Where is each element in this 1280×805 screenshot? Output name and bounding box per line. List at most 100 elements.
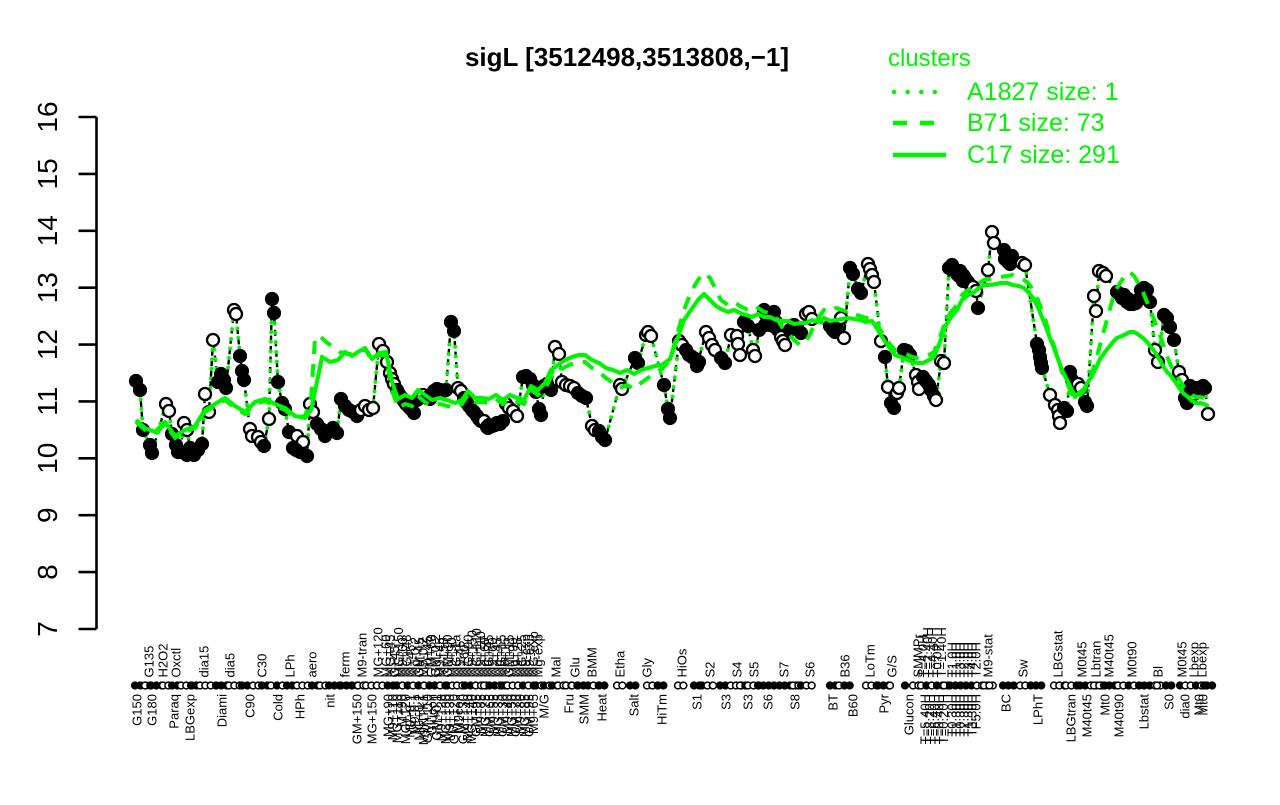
svg-text:T=2.40H: T=2.40H bbox=[920, 627, 935, 677]
svg-text:Mg+45: Mg+45 bbox=[489, 637, 504, 677]
svg-text:GM+0.1: GM+0.1 bbox=[429, 694, 444, 741]
svg-text:B71 size: 73: B71 size: 73 bbox=[967, 109, 1105, 137]
svg-text:M40t90: M40t90 bbox=[1112, 694, 1127, 737]
svg-text:T=5.40H: T=5.40H bbox=[918, 694, 933, 744]
svg-text:10: 10 bbox=[32, 443, 63, 474]
svg-text:nit: nit bbox=[323, 694, 338, 708]
svg-text:MG+90: MG+90 bbox=[461, 635, 476, 678]
svg-text:MG+85: MG+85 bbox=[517, 694, 532, 737]
svg-text:GM+150: GM+150 bbox=[350, 694, 365, 744]
svg-text:MG+25: MG+25 bbox=[514, 635, 529, 678]
svg-text:M9+60: M9+60 bbox=[395, 637, 410, 677]
svg-text:T=4.0H: T=4.0H bbox=[916, 635, 931, 678]
svg-text:15: 15 bbox=[32, 158, 63, 189]
svg-text:MG+120: MG+120 bbox=[398, 694, 413, 744]
svg-text:M9+120: M9+120 bbox=[433, 694, 448, 741]
svg-text:Gly: Gly bbox=[640, 658, 655, 678]
svg-text:Lbstat: Lbstat bbox=[1137, 694, 1152, 730]
svg-text:T2.30H: T2.30H bbox=[957, 694, 972, 737]
svg-text:HiTm: HiTm bbox=[655, 694, 670, 725]
svg-text:MG+140: MG+140 bbox=[464, 694, 479, 744]
svg-text:GM+30: GM+30 bbox=[495, 694, 510, 737]
svg-text:S8: S8 bbox=[788, 694, 803, 710]
svg-text:C90: C90 bbox=[243, 694, 258, 718]
svg-text:MG+60: MG+60 bbox=[379, 635, 394, 678]
svg-text:T3.0H: T3.0H bbox=[961, 642, 976, 677]
svg-text:M9+55: M9+55 bbox=[486, 694, 501, 734]
svg-text:G/S: G/S bbox=[885, 655, 900, 678]
svg-text:MG+0.2: MG+0.2 bbox=[411, 694, 426, 741]
svg-text:M0t90: M0t90 bbox=[1125, 641, 1140, 677]
svg-text:Mt0: Mt0 bbox=[1192, 694, 1207, 716]
svg-text:M0t45: M0t45 bbox=[1175, 641, 1190, 677]
svg-text:Glucon: Glucon bbox=[902, 694, 917, 735]
svg-text:GM+95: GM+95 bbox=[521, 694, 536, 737]
svg-text:M+150: M+150 bbox=[436, 637, 451, 677]
svg-text:8: 8 bbox=[32, 564, 63, 580]
svg-text:M0t45: M0t45 bbox=[1075, 641, 1090, 677]
svg-text:dia5: dia5 bbox=[223, 653, 238, 678]
svg-text:MG+75: MG+75 bbox=[477, 694, 492, 737]
svg-text:M9+150: M9+150 bbox=[465, 630, 480, 677]
svg-text:T=8.20H: T=8.20H bbox=[922, 694, 937, 744]
svg-text:M9+80: M9+80 bbox=[513, 694, 528, 734]
svg-text:S0: S0 bbox=[1162, 694, 1177, 710]
svg-text:Mg-0.2: Mg-0.2 bbox=[407, 637, 422, 677]
svg-text:Lbtran: Lbtran bbox=[1089, 641, 1104, 678]
svg-text:G180: G180 bbox=[145, 694, 160, 726]
svg-text:GM+130: GM+130 bbox=[455, 694, 470, 744]
svg-text:M9+15: M9+15 bbox=[498, 637, 513, 677]
svg-text:S2: S2 bbox=[703, 662, 718, 678]
svg-text:M9+85: M9+85 bbox=[473, 694, 488, 734]
svg-text:T2.0H: T2.0H bbox=[969, 642, 984, 677]
svg-text:T=4.40H: T=4.40H bbox=[925, 627, 940, 677]
svg-text:13: 13 bbox=[32, 272, 63, 303]
svg-text:F5.0H: F5.0H bbox=[969, 694, 984, 729]
svg-text:GM+120: GM+120 bbox=[447, 694, 462, 744]
svg-text:aero: aero bbox=[305, 651, 320, 677]
svg-text:S3: S3 bbox=[741, 694, 756, 710]
svg-text:M9-0.1: M9-0.1 bbox=[407, 694, 422, 734]
svg-text:T0:0P: T0:0P bbox=[929, 643, 944, 678]
svg-text:dia0: dia0 bbox=[1178, 694, 1193, 719]
svg-text:BMM: BMM bbox=[585, 647, 600, 677]
svg-text:MG+45: MG+45 bbox=[383, 635, 398, 678]
svg-text:9: 9 bbox=[32, 507, 63, 523]
svg-text:clusters: clusters bbox=[888, 45, 971, 72]
svg-text:S1: S1 bbox=[690, 694, 705, 710]
svg-text:B36: B36 bbox=[838, 654, 853, 677]
svg-text:HiOs: HiOs bbox=[675, 648, 690, 677]
svg-text:Mg-exp: Mg-exp bbox=[530, 634, 545, 677]
svg-text:M+60: M+60 bbox=[457, 645, 472, 678]
svg-text:GM+110: GM+110 bbox=[420, 694, 435, 743]
svg-text:M9-exp: M9-exp bbox=[518, 634, 533, 677]
svg-text:T0.30H: T0.30H bbox=[953, 694, 968, 737]
svg-text:C17 size: 291: C17 size: 291 bbox=[967, 141, 1120, 169]
svg-text:11: 11 bbox=[32, 387, 63, 416]
svg-text:Mal: Mal bbox=[549, 656, 564, 677]
svg-text:M+90: M+90 bbox=[394, 694, 409, 727]
svg-text:LPh: LPh bbox=[283, 654, 298, 677]
svg-text:MG+15: MG+15 bbox=[493, 635, 508, 678]
svg-text:S4: S4 bbox=[730, 662, 745, 678]
svg-text:M40t45: M40t45 bbox=[1102, 634, 1117, 677]
svg-text:12: 12 bbox=[32, 329, 63, 360]
svg-text:sigL [3512498,3513808,−1]: sigL [3512498,3513808,−1] bbox=[465, 42, 789, 72]
svg-text:B60: B60 bbox=[846, 694, 861, 717]
svg-text:T1.0H: T1.0H bbox=[949, 642, 964, 677]
svg-text:LoTm: LoTm bbox=[863, 644, 878, 677]
svg-text:M9+140: M9+140 bbox=[460, 694, 475, 741]
svg-text:Pyr: Pyr bbox=[877, 693, 892, 713]
svg-text:14: 14 bbox=[32, 215, 63, 246]
svg-text:M9-exp: M9-exp bbox=[522, 634, 537, 677]
svg-text:Fru: Fru bbox=[562, 694, 577, 714]
svg-text:T3.0H: T3.0H bbox=[953, 642, 968, 677]
svg-text:T=0.40H: T=0.40H bbox=[931, 694, 946, 744]
svg-text:GM+15: GM+15 bbox=[502, 635, 517, 678]
svg-text:16: 16 bbox=[32, 101, 63, 132]
svg-text:M9+110: M9+110 bbox=[385, 694, 400, 740]
svg-text:T1.30H: T1.30H bbox=[949, 694, 964, 737]
svg-text:T3.30H: T3.30H bbox=[965, 694, 980, 737]
svg-text:Mg+90: Mg+90 bbox=[506, 637, 521, 677]
svg-text:MG+50: MG+50 bbox=[504, 694, 519, 737]
